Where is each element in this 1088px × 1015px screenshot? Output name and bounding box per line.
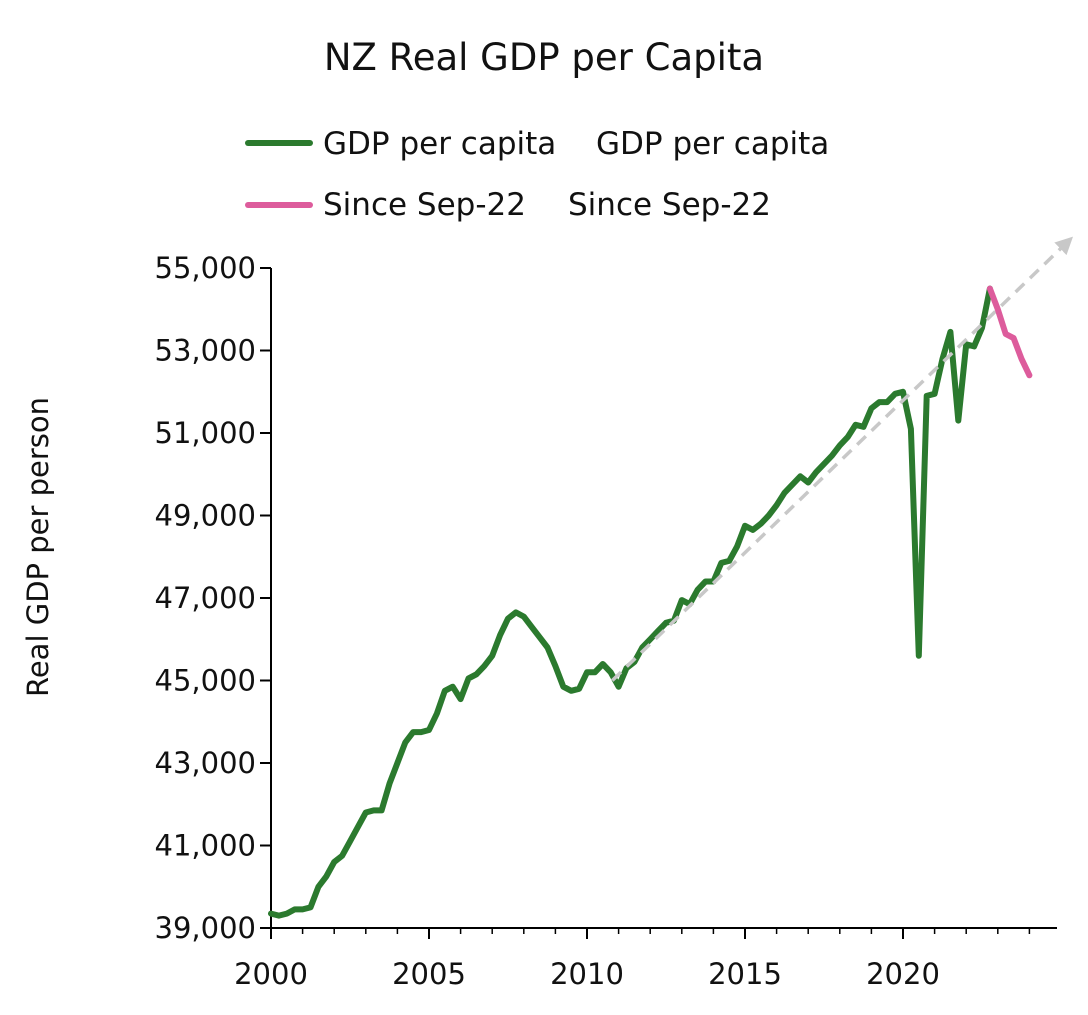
x-tick-label: 2015	[708, 957, 782, 991]
y-tick-label: 49,000	[155, 499, 256, 533]
x-tick-label: 2020	[866, 957, 940, 991]
x-tick-label: 2000	[234, 957, 308, 991]
y-tick-label: 55,000	[155, 251, 256, 285]
y-axis-title: Real GDP per person	[21, 397, 55, 697]
chart-title: NZ Real GDP per Capita	[324, 36, 764, 79]
x-axis-ticks: 2000 2005 2010 2015 2020	[234, 928, 1031, 991]
legend-label-gdp-duplicate: GDP per capita	[596, 126, 829, 162]
legend-label-since-sep22: Since Sep-22	[323, 187, 526, 223]
x-tick-label: 2005	[392, 957, 466, 991]
y-tick-label: 47,000	[155, 581, 256, 615]
y-tick-label: 45,000	[155, 664, 256, 698]
legend: GDP per capita GDP per capita Since Sep-…	[245, 126, 829, 223]
y-tick-label: 53,000	[155, 334, 256, 368]
y-axis-ticks: 39,000 41,000 43,000 45,000 47,000 49,000 51,0…	[155, 251, 271, 945]
series-layer	[268, 236, 1074, 919]
y-tick-label: 39,000	[155, 911, 256, 945]
y-tick-label: 43,000	[155, 746, 256, 780]
y-tick-label: 51,000	[155, 416, 256, 450]
y-tick-label: 41,000	[155, 829, 256, 863]
x-tick-label: 2010	[550, 957, 624, 991]
series-line-trend	[611, 236, 1074, 682]
legend-label-since-sep22-duplicate: Since Sep-22	[568, 187, 771, 223]
legend-label-gdp: GDP per capita	[323, 126, 556, 162]
series-line-gdp-per-capita	[268, 285, 993, 919]
series-line-since-sep-22	[986, 285, 1033, 379]
